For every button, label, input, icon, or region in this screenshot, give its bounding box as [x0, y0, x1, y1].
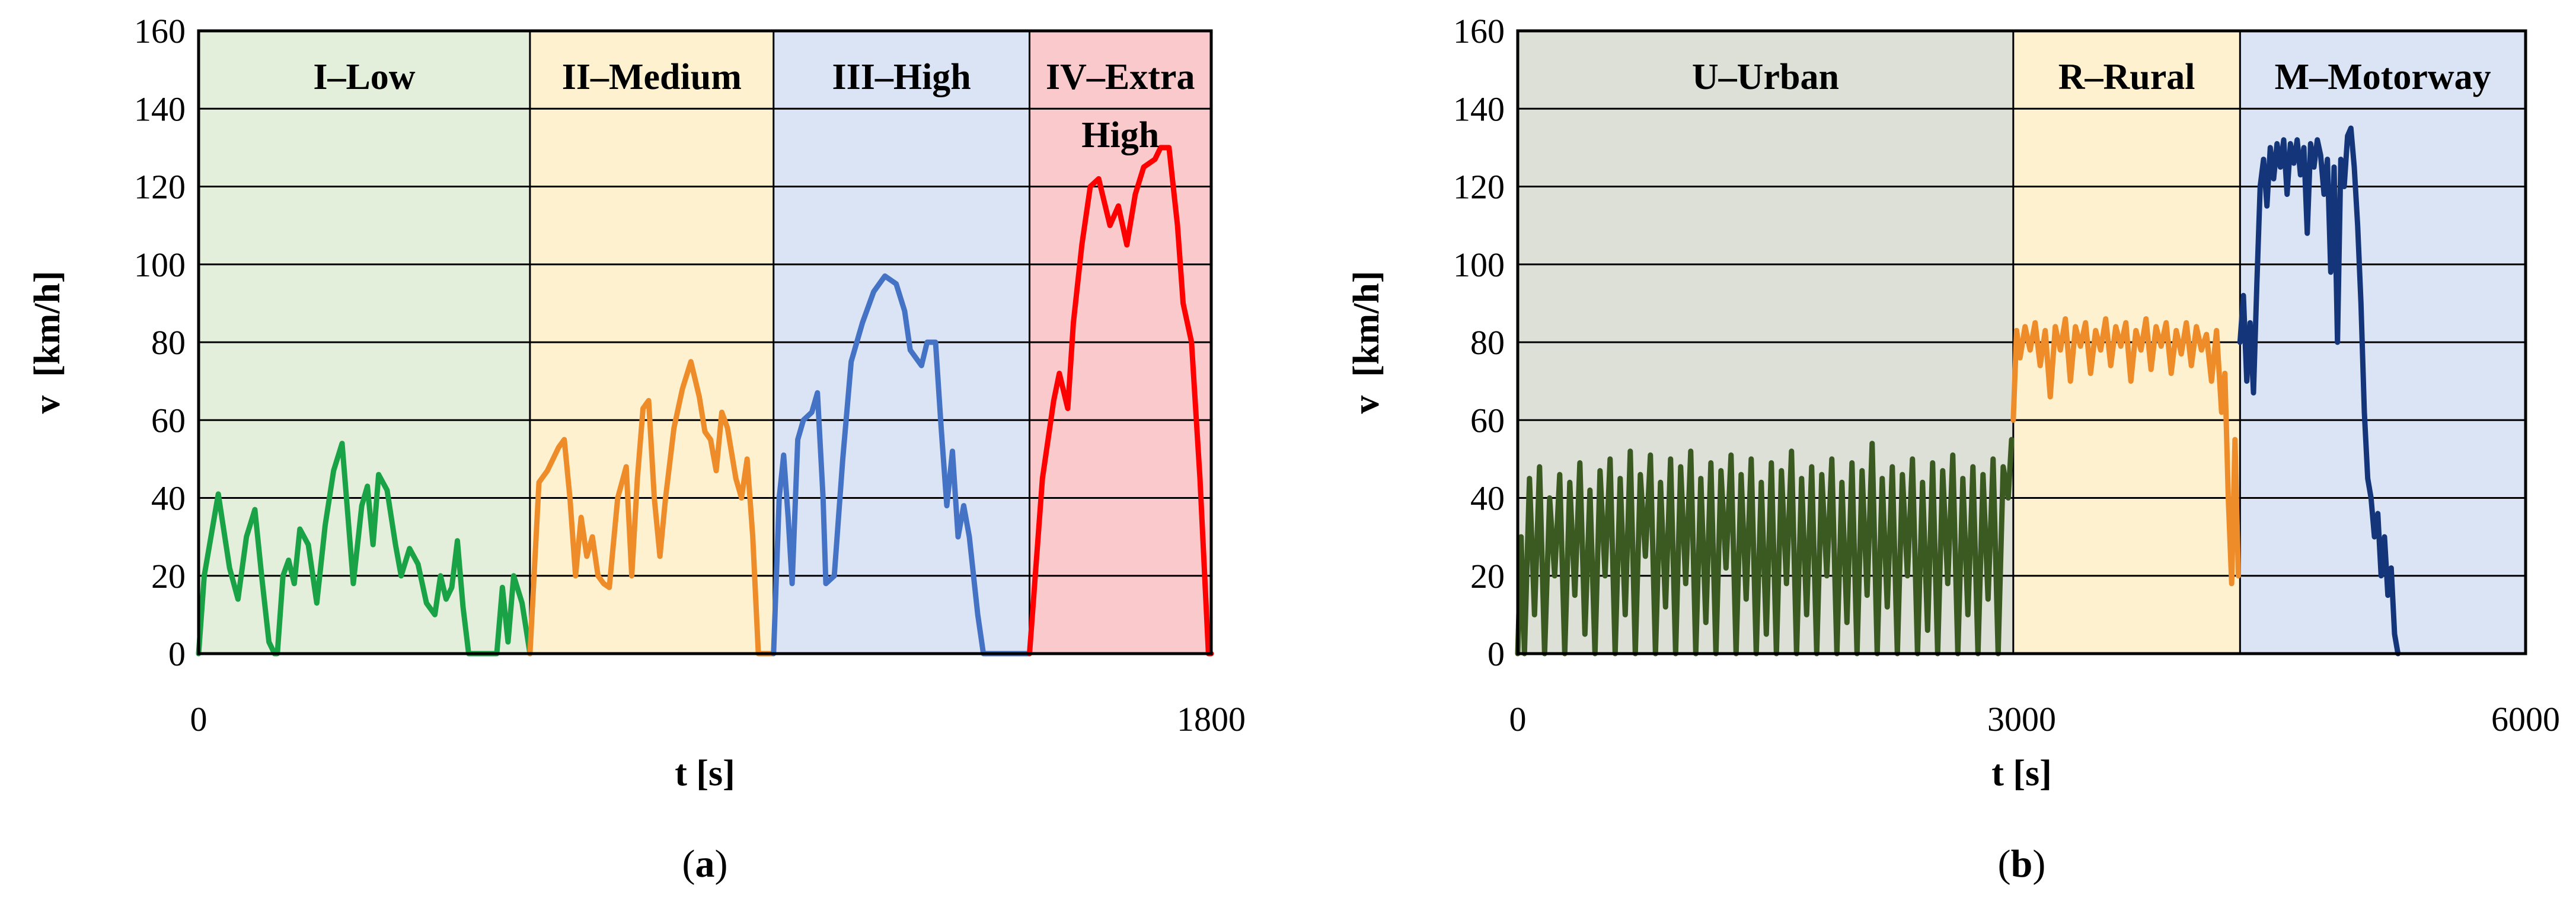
y-tick-label: 20 [1470, 557, 1505, 596]
y-tick-label: 60 [1470, 401, 1505, 440]
series-line [771, 273, 1032, 657]
series-line [1027, 145, 1214, 657]
phase-label: I–Low [313, 57, 415, 97]
x-tick-label: 0 [1509, 700, 1527, 738]
y-tick-label: 140 [134, 90, 186, 128]
y-tick-label: 100 [1453, 246, 1505, 284]
y-tick-label: 120 [1453, 168, 1505, 206]
y-tick-label: 20 [151, 557, 186, 596]
panel-caption: (b) [1998, 842, 2046, 886]
chart-a-svg: I–Low II–Medium III–High IV–Extra High 0 20 40 6… [27, 12, 1246, 886]
phase-label: R–Rural [2058, 57, 2195, 97]
y-tick-label: 160 [134, 12, 186, 50]
y-tick-label: 0 [1487, 635, 1505, 673]
panel-label: b [2011, 842, 2033, 886]
series-line [1515, 437, 2015, 657]
panel-caption: (a) [682, 842, 728, 886]
chart-panel-b: U–Urban R–Rural M–Motorway 0 20 40 60 80 100 120 1… [1304, 0, 2576, 898]
phase-label: III–High [832, 57, 971, 97]
y-axis-title: v [km/h] [27, 270, 68, 413]
x-tick-label: 0 [190, 700, 208, 738]
series-line [2237, 125, 2401, 657]
series-line [196, 441, 533, 657]
plot-frame [197, 29, 1213, 655]
x-tick-label: 3000 [1987, 700, 2056, 738]
series-line [527, 359, 777, 657]
x-tick-label: 1800 [1177, 700, 1246, 738]
y-tick-label: 40 [151, 479, 186, 518]
series-line [2010, 316, 2241, 587]
y-tick-label: 140 [1453, 90, 1505, 128]
chart-b-svg: U–Urban R–Rural M–Motorway 0 20 40 60 80 100 120 1… [1346, 12, 2560, 886]
y-tick-label: 80 [1470, 323, 1505, 362]
x-tick-label: 6000 [2491, 700, 2560, 738]
y-tick-label: 60 [151, 401, 186, 440]
y-tick-label: 100 [134, 246, 186, 284]
phase-label: IV–Extra High [1046, 57, 1195, 155]
plot-frame [1516, 29, 2527, 655]
y-tick-label: 80 [151, 323, 186, 362]
y-tick-label: 160 [1453, 12, 1505, 50]
y-axis-title: v [km/h] [1346, 270, 1387, 413]
phase-label: U–Urban [1692, 57, 1839, 97]
y-tick-label: 120 [134, 168, 186, 206]
x-axis-title: t [s] [675, 753, 735, 794]
phase-label: II–Medium [562, 57, 742, 97]
panel-label: a [695, 842, 715, 886]
chart-panel-a: I–Low II–Medium III–High IV–Extra High 0 20 40 6… [27, 12, 1246, 886]
phase-label: M–Motorway [2275, 57, 2491, 97]
y-tick-label: 0 [168, 635, 186, 673]
y-tick-label: 40 [1470, 479, 1505, 518]
x-axis-title: t [s] [1991, 753, 2052, 794]
